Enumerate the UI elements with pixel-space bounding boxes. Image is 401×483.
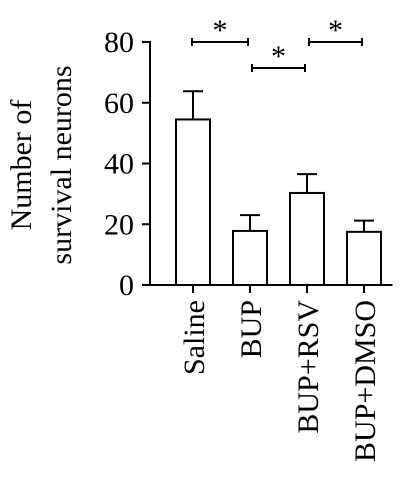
y-axis-title-line2: survival neurons xyxy=(45,65,78,264)
y-tick-label: 80 xyxy=(104,26,134,59)
x-category-label: BUP+DMSO xyxy=(349,300,382,462)
significance-star: * xyxy=(213,14,228,47)
y-tick-label: 60 xyxy=(104,87,134,120)
y-tick-label: 20 xyxy=(104,208,134,241)
x-category-label: BUP+RSV xyxy=(292,300,325,434)
y-tick-label: 0 xyxy=(119,269,134,302)
x-category-label: BUP xyxy=(235,300,268,358)
significance-star: * xyxy=(328,14,343,47)
bar-bup xyxy=(232,229,268,286)
bar-bup-dmso xyxy=(346,230,382,286)
significance-star: * xyxy=(271,40,286,73)
y-axis-title: Number of survival neurons xyxy=(5,65,78,264)
y-tick-label: 40 xyxy=(104,148,134,181)
x-category-label: Saline xyxy=(178,300,211,375)
plot-area: 0 20 40 60 80 Saline BUP BUP+RSV BUP+DMSO * * * xyxy=(104,14,393,462)
bar-saline xyxy=(175,118,211,286)
bar-bup-rsv xyxy=(289,191,325,286)
y-axis-title-line1: Number of xyxy=(5,100,38,231)
